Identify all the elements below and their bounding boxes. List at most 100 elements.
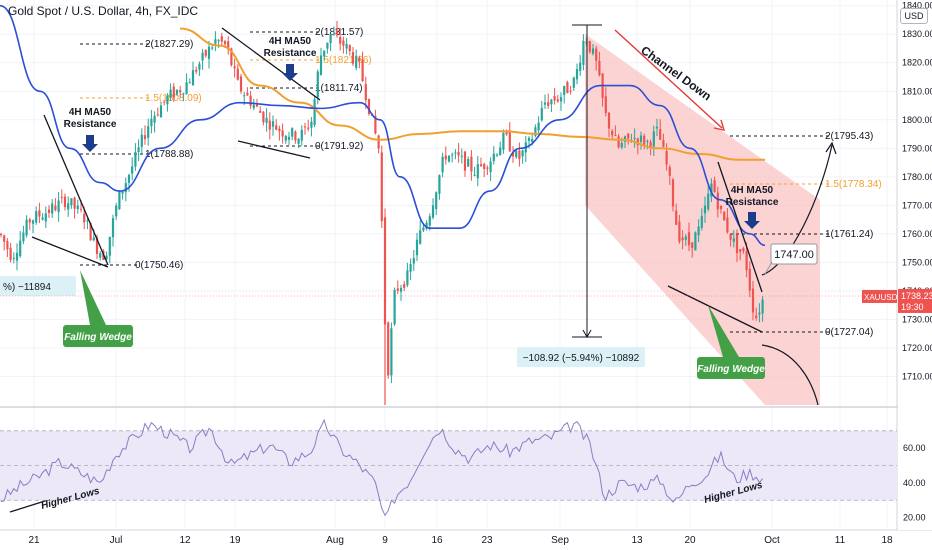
candle-body [9,247,12,261]
falling-wedge-1-label: Falling Wedge [64,332,132,343]
wedge1-lower [31,236,109,268]
candle-body [12,257,15,259]
candle-body [169,89,172,98]
candle-body [486,167,489,169]
candle-body [355,55,358,68]
candle-body [499,147,502,156]
candle-body [761,299,764,314]
candle-body [732,238,735,242]
candle-body [259,110,262,113]
candle-body [191,70,195,86]
price-tick: 1730.00 [902,314,932,324]
candle-body [662,140,665,147]
candle-body [6,241,9,250]
candle-body [367,98,371,114]
candle-body [479,164,483,167]
candle-body [307,127,310,129]
price-tick: 1710.00 [902,371,932,381]
candle-body [179,90,182,93]
candle-body [489,161,492,173]
candle-body [697,226,700,236]
candle-body [268,120,271,130]
measure-right-label: −108.92 (−5.94%) −10892 [523,353,640,364]
rsi-tick: 60.00 [903,443,926,453]
price-tick: 1720.00 [902,343,932,353]
candle-body [3,235,6,242]
candle-body [614,135,617,137]
resistance2-line2: Resistance [264,48,317,59]
candle-body [220,36,223,42]
candle-body [95,237,99,254]
candle-body [460,155,463,157]
candle-body [214,39,217,44]
candle-body [588,40,591,52]
candle-body [175,89,179,95]
candle-body [700,215,703,228]
candle-body [79,208,83,210]
target-leader [764,261,773,275]
candle-body [553,96,556,101]
candle-body [374,115,377,134]
candle-body [566,81,569,94]
time-tick: 9 [382,535,388,546]
resistance2-arrow [282,64,298,81]
measure-right-box [517,347,645,367]
candle-body [182,93,185,95]
candle-body [620,142,623,148]
chart-title: Gold Spot / U.S. Dollar, 4h, FX_IDC [8,4,199,18]
time-tick: Jul [110,535,123,546]
candle-body [646,140,649,142]
time-tick: 23 [481,535,493,546]
price-tick: 1840.00 [902,1,932,11]
candles [0,20,764,405]
candle-body [723,211,726,221]
candle-body [172,86,175,98]
currency-box[interactable]: USD [900,8,928,24]
projection-up [761,144,833,276]
candle-body [518,150,521,159]
channel-arrow-head [713,119,726,131]
candle-body [595,48,598,61]
channel-arrow-line [614,29,723,129]
candle-body [153,115,156,123]
candle-body [166,95,169,105]
candle-body [547,102,550,106]
candle-body [463,151,467,171]
candle-body [364,84,367,101]
candle-body [726,217,729,233]
price-tag-countdown: 19:30 [901,302,924,312]
candle-body [28,219,31,223]
candle-body [582,40,585,65]
candle-body [435,192,438,209]
candle-body [550,99,553,105]
candle-body [204,50,207,56]
candle-body [515,150,518,158]
candle-body [19,240,22,257]
candle-body [729,234,732,240]
target-box [770,243,818,265]
candle-body [643,135,646,146]
time-tick: 18 [881,535,893,546]
candle-body [54,205,57,211]
candle-body [735,234,739,254]
time-tick: Aug [326,535,344,546]
candle-body [358,58,361,62]
candle-body [675,210,678,225]
candle-body [60,196,63,198]
fib-label: 1(1788.88) [145,149,193,160]
fib-label: 0(1727.04) [825,327,873,338]
time-tick: 19 [229,535,241,546]
rsi-panel: Higher Lows Higher Lows [0,418,897,517]
projection-down [761,344,819,406]
candle-body [569,90,572,92]
symbol-tag [862,289,897,303]
candle-body [444,155,447,160]
candle-body [303,126,307,128]
candle-body [163,101,166,103]
candle-body [540,107,543,121]
candle-body [249,95,252,106]
candle-body [316,71,319,98]
price-tick: 1780.00 [902,172,932,182]
